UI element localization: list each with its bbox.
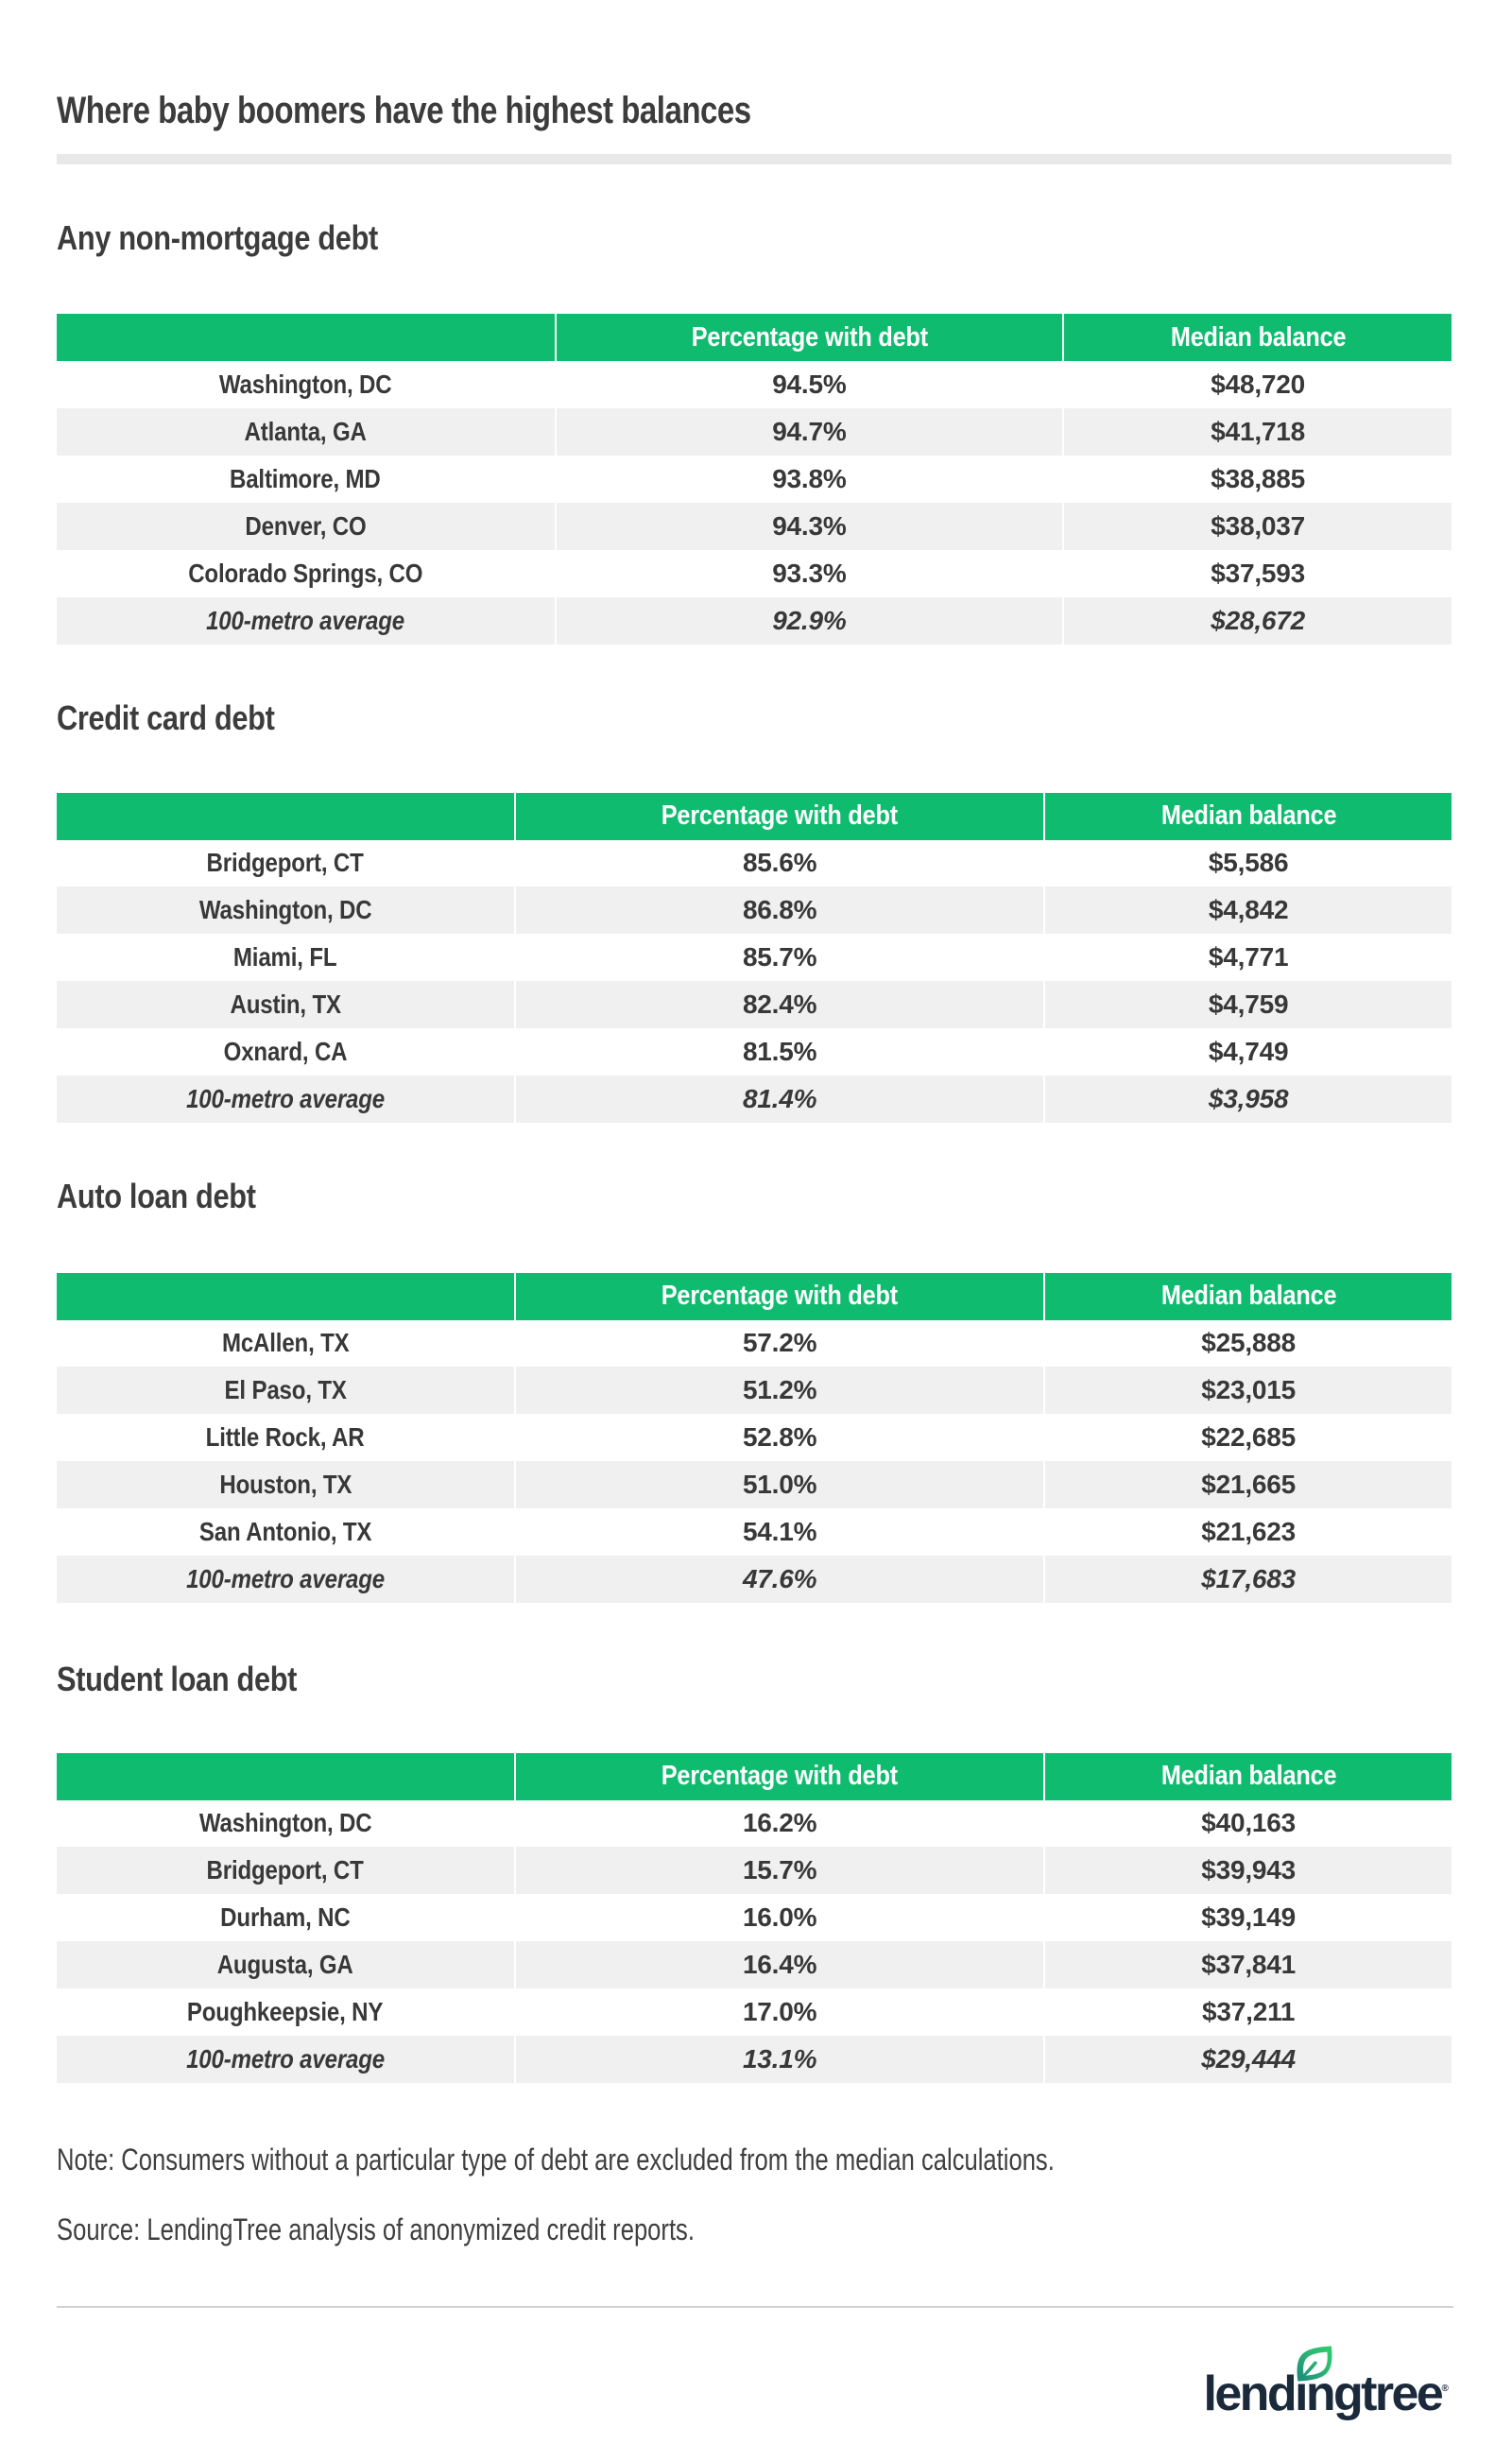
svg-text:lendıngtree: lendıngtree [1204,2366,1443,2421]
svg-text:®: ® [1442,2384,1450,2394]
